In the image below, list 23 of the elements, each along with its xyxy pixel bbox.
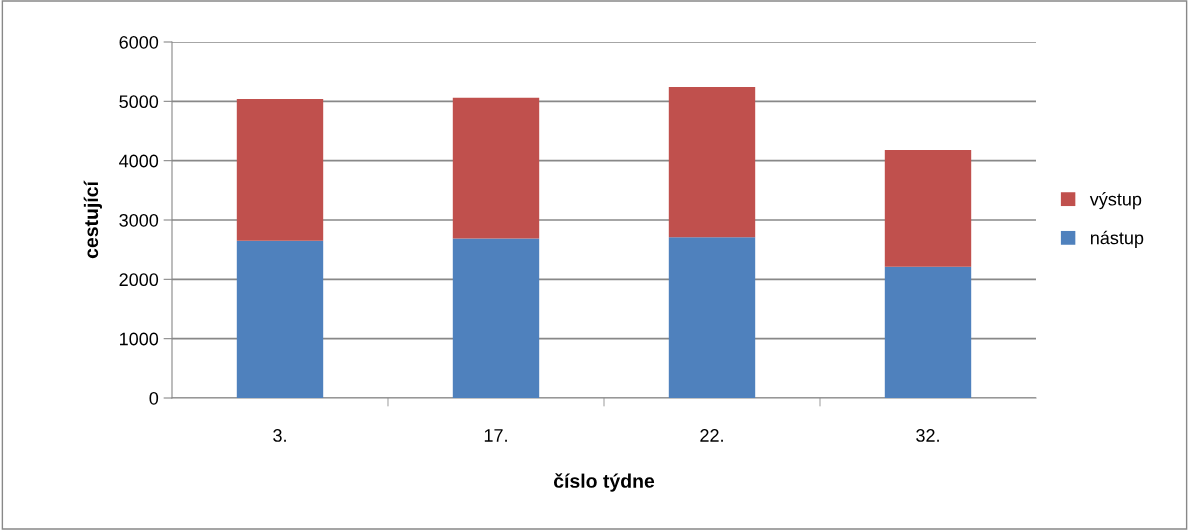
- y-tick-label: 4000: [119, 154, 159, 168]
- x-tick-label: 32.: [916, 429, 939, 442]
- legend-label: nástup: [1090, 230, 1144, 248]
- bar: [236, 240, 324, 398]
- bar: [668, 87, 756, 238]
- x-tick-label: 3.: [273, 429, 286, 442]
- bar: [668, 237, 756, 398]
- bar: [452, 97, 540, 239]
- x-axis-title: číslo týdne: [553, 473, 655, 492]
- x-tick-label: 22.: [700, 429, 723, 442]
- y-tick-label: 2000: [119, 273, 159, 287]
- bar: [884, 149, 972, 267]
- bar: [884, 266, 972, 398]
- x-tick-label: 17.: [484, 429, 507, 442]
- y-tick-label: 1000: [120, 332, 159, 346]
- y-axis-title: cestující: [83, 180, 102, 259]
- y-tick-label: 5000: [119, 95, 159, 109]
- y-tick-label: 0: [149, 391, 159, 405]
- y-tick-label: 3000: [119, 213, 159, 227]
- legend-label: výstup: [1089, 192, 1142, 210]
- bar: [236, 98, 324, 241]
- bar: [452, 238, 540, 398]
- y-tick-label: 6000: [119, 35, 159, 49]
